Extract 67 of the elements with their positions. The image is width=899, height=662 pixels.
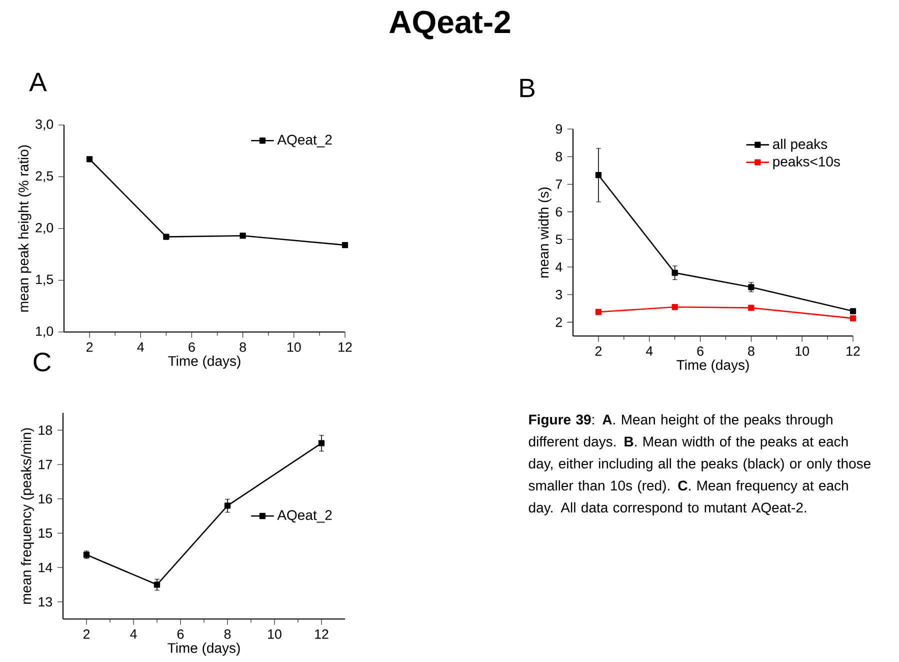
- text: Figure 39: A. Mean height of the peaks through different days. B. Mean width of the peaks at each day, either including all the peaks (black) or only those smaller than 10s (red). C. Mean frequency at each day. All data correspond to mutant AQeat-2.: [528, 414, 870, 516]
- x-tick-label: 10: [288, 342, 301, 352]
- text: C: [34, 352, 51, 372]
- x-tick-label: 4: [137, 342, 144, 352]
- point: [748, 284, 754, 290]
- y-tick-label: 16: [38, 494, 52, 504]
- y-tick-label: 1,5: [36, 274, 54, 286]
- legend-label: all peaks: [772, 138, 828, 152]
- x-tick-label: 8: [224, 629, 231, 639]
- x-tick-label: 6: [188, 342, 195, 352]
- y-tick-label: 18: [38, 425, 52, 435]
- x-tick-label: 8: [748, 346, 754, 356]
- x-tick-label: 6: [697, 346, 704, 356]
- y-tick-label: 2,5: [36, 171, 54, 182]
- x-tick-label: 2: [595, 346, 602, 356]
- y-tick-label: 3,0: [36, 119, 54, 131]
- point: [748, 304, 754, 311]
- x-tick-label: 2: [83, 629, 90, 639]
- y-tick-label: 13: [38, 597, 52, 607]
- x-tick-label: 2: [86, 342, 93, 352]
- y-axis-title: mean width (s): [538, 188, 552, 278]
- text: B: [520, 78, 534, 98]
- y-tick-label: 2: [556, 318, 562, 327]
- legend-label: AQeat_2: [277, 510, 332, 523]
- x-tick-label: 10: [268, 629, 282, 639]
- x-axis-title: Time (days): [168, 356, 240, 369]
- point: [342, 242, 348, 248]
- text: A: [29, 72, 47, 92]
- point: [672, 270, 678, 276]
- x-axis-title: Time (days): [168, 642, 240, 656]
- y-tick-label: 15: [38, 528, 52, 538]
- point: [224, 502, 231, 509]
- x-tick-label: 4: [646, 346, 653, 356]
- x-tick-label: 12: [315, 629, 328, 639]
- x-tick-label: 12: [846, 346, 860, 356]
- y-tick-label: 9: [556, 124, 562, 134]
- point: [595, 172, 602, 178]
- point: [154, 582, 160, 588]
- x-tick-label: 4: [130, 629, 137, 639]
- y-tick-label: 8: [556, 152, 562, 162]
- x-tick-label: 8: [240, 342, 246, 352]
- point: [240, 232, 246, 239]
- x-tick-label: 6: [177, 629, 184, 639]
- x-axis-title: Time (days): [676, 360, 749, 373]
- legend-label: AQeat_2: [277, 134, 332, 148]
- y-tick-label: 14: [38, 562, 52, 572]
- y-tick-label: 3: [556, 290, 562, 300]
- legend-label: peaks<10s: [773, 156, 840, 170]
- y-tick-label: 4: [556, 262, 562, 272]
- text: AQeat-2: [389, 10, 510, 40]
- y-axis-title: mean peak height (% ratio): [18, 145, 32, 312]
- y-tick-label: 17: [38, 460, 52, 470]
- y-tick-label: 6: [556, 207, 562, 217]
- y-tick-label: 2,0: [36, 222, 54, 234]
- point: [86, 156, 93, 162]
- point: [672, 304, 678, 310]
- point: [850, 308, 856, 314]
- y-tick-label: 7: [556, 180, 562, 189]
- x-tick-label: 10: [796, 346, 809, 356]
- y-tick-label: 5: [556, 234, 562, 244]
- y-tick-label: 1,0: [36, 326, 54, 338]
- point: [318, 440, 325, 446]
- point: [163, 234, 170, 240]
- y-axis-title: mean frequency (peaks/min): [20, 428, 34, 604]
- point: [595, 308, 602, 316]
- point: [850, 315, 856, 322]
- x-tick-label: 12: [338, 342, 352, 352]
